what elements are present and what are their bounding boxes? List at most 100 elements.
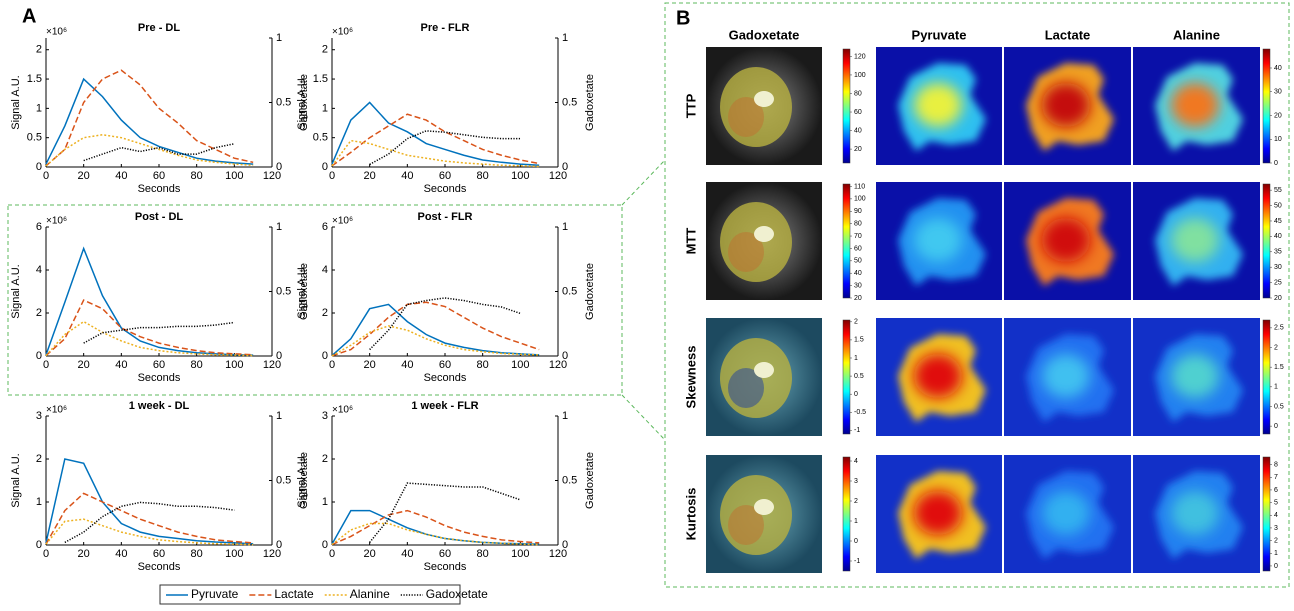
x-tick-label: 80 xyxy=(191,170,203,182)
y-tick-label: 2 xyxy=(322,307,328,319)
x-tick-label: 0 xyxy=(43,359,49,371)
y-tick-label: 0 xyxy=(36,539,42,551)
colorbar-tick-label: 100 xyxy=(854,72,866,79)
colorbar-tick-label: 2 xyxy=(854,319,858,326)
x-tick-label: 100 xyxy=(511,359,529,371)
y2-axis-label: Gadoxetate xyxy=(584,263,596,320)
colorbar-tick-label: 4 xyxy=(1274,512,1278,519)
y2-tick-label: 0.5 xyxy=(562,285,577,297)
colorbar-tick-label: 1 xyxy=(854,355,858,362)
panel-label: B xyxy=(676,7,690,29)
map-hotspot xyxy=(1042,83,1090,127)
colorbar-tick-label: 60 xyxy=(854,245,862,252)
colorbar-tick-label: 90 xyxy=(854,208,862,215)
colorbar xyxy=(1263,184,1270,298)
x-tick-label: 100 xyxy=(511,548,529,560)
gadoxetate-image xyxy=(706,182,822,300)
y-tick-label: 2 xyxy=(36,307,42,319)
chart-title: Post - DL xyxy=(135,211,184,223)
y-tick-label: 0 xyxy=(322,161,328,173)
colorbar-tick-label: 0 xyxy=(1274,423,1278,430)
colorbar-tick-label: -1 xyxy=(854,427,860,434)
y2-tick-label: 0.5 xyxy=(276,474,291,486)
x-tick-label: 0 xyxy=(329,359,335,371)
map-hotspot xyxy=(1171,218,1219,262)
row-label: Kurtosis xyxy=(683,488,698,541)
y-axis-label: Signal A.U. xyxy=(296,453,308,507)
series-line xyxy=(46,70,253,166)
colorbar-tick-label: 0 xyxy=(854,538,858,545)
row-label: MTT xyxy=(683,228,698,255)
colorbar-tick-label: 110 xyxy=(854,183,865,190)
axis-multiplier: ×10⁶ xyxy=(46,27,67,38)
y2-tick-label: 0.5 xyxy=(276,96,291,108)
y2-tick-label: 1 xyxy=(562,221,568,233)
y-axis-label: Signal A.U. xyxy=(10,264,22,318)
x-tick-label: 40 xyxy=(401,170,413,182)
row-label: Skewness xyxy=(683,346,698,409)
colorbar xyxy=(1263,49,1270,163)
colorbar-tick-label: 25 xyxy=(1274,279,1282,286)
y2-tick-label: 0.5 xyxy=(562,474,577,486)
connector xyxy=(622,395,665,440)
x-tick-label: 20 xyxy=(78,548,90,560)
series-line xyxy=(84,322,235,343)
x-axis-label: Seconds xyxy=(424,561,467,573)
series-line xyxy=(370,131,521,165)
y2-tick-label: 0 xyxy=(562,350,568,362)
gadoxetate-image xyxy=(706,318,822,436)
series-line xyxy=(332,304,539,355)
colorbar xyxy=(1263,457,1270,571)
colorbar-tick-label: 0.5 xyxy=(854,373,864,380)
y2-tick-label: 0 xyxy=(276,161,282,173)
y-tick-label: 2 xyxy=(322,453,328,465)
y-tick-label: 1 xyxy=(36,102,42,114)
y2-tick-label: 0 xyxy=(276,539,282,551)
colorbar-tick-label: 1 xyxy=(854,518,858,525)
x-tick-label: 60 xyxy=(153,359,165,371)
colorbar-tick-label: 100 xyxy=(854,196,866,203)
map-hotspot xyxy=(1042,491,1090,535)
figure: A B Pre - DL×10⁶02040608010012000.511.52… xyxy=(0,0,1294,606)
x-tick-label: 100 xyxy=(225,359,243,371)
y-tick-label: 6 xyxy=(322,221,328,233)
x-tick-label: 60 xyxy=(153,548,165,560)
colorbar xyxy=(843,320,850,434)
column-header: Pyruvate xyxy=(912,27,967,42)
axis-multiplier: ×10⁶ xyxy=(46,216,67,227)
colorbar xyxy=(843,49,850,163)
colorbar-tick-label: 35 xyxy=(1274,249,1282,256)
panel-b: GadoxetatePyruvateLactateAlanineTTP20406… xyxy=(683,27,1283,573)
legend-label: Lactate xyxy=(274,587,314,601)
y-tick-label: 0 xyxy=(322,539,328,551)
x-axis-label: Seconds xyxy=(138,372,181,384)
y2-axis-label: Gadoxetate xyxy=(584,74,596,131)
y2-tick-label: 1 xyxy=(276,410,282,422)
x-tick-label: 40 xyxy=(115,359,127,371)
colorbar xyxy=(843,457,850,571)
colorbar-tick-label: 3 xyxy=(854,478,858,485)
y-tick-label: 4 xyxy=(322,264,328,276)
legend-label: Gadoxetate xyxy=(426,587,488,601)
lesion xyxy=(754,499,774,515)
x-tick-label: 60 xyxy=(439,548,451,560)
series-line xyxy=(332,511,539,545)
x-tick-label: 0 xyxy=(329,548,335,560)
lesion xyxy=(754,226,774,242)
series-line xyxy=(370,483,521,542)
chart-title: Pre - DL xyxy=(138,22,180,34)
colorbar xyxy=(843,184,850,298)
colorbar-tick-label: 30 xyxy=(1274,89,1282,96)
axis-multiplier: ×10⁶ xyxy=(332,216,353,227)
x-tick-label: 0 xyxy=(43,548,49,560)
connector xyxy=(622,160,665,205)
map-hotspot xyxy=(1171,354,1219,398)
colorbar-tick-label: 40 xyxy=(1274,233,1282,240)
y-tick-label: 0.5 xyxy=(27,132,42,144)
y2-tick-label: 0.5 xyxy=(562,96,577,108)
colorbar-tick-label: 4 xyxy=(854,458,858,465)
lesion xyxy=(754,91,774,107)
y-tick-label: 1.5 xyxy=(27,73,42,85)
x-tick-label: 20 xyxy=(364,548,376,560)
y2-tick-label: 1 xyxy=(276,221,282,233)
